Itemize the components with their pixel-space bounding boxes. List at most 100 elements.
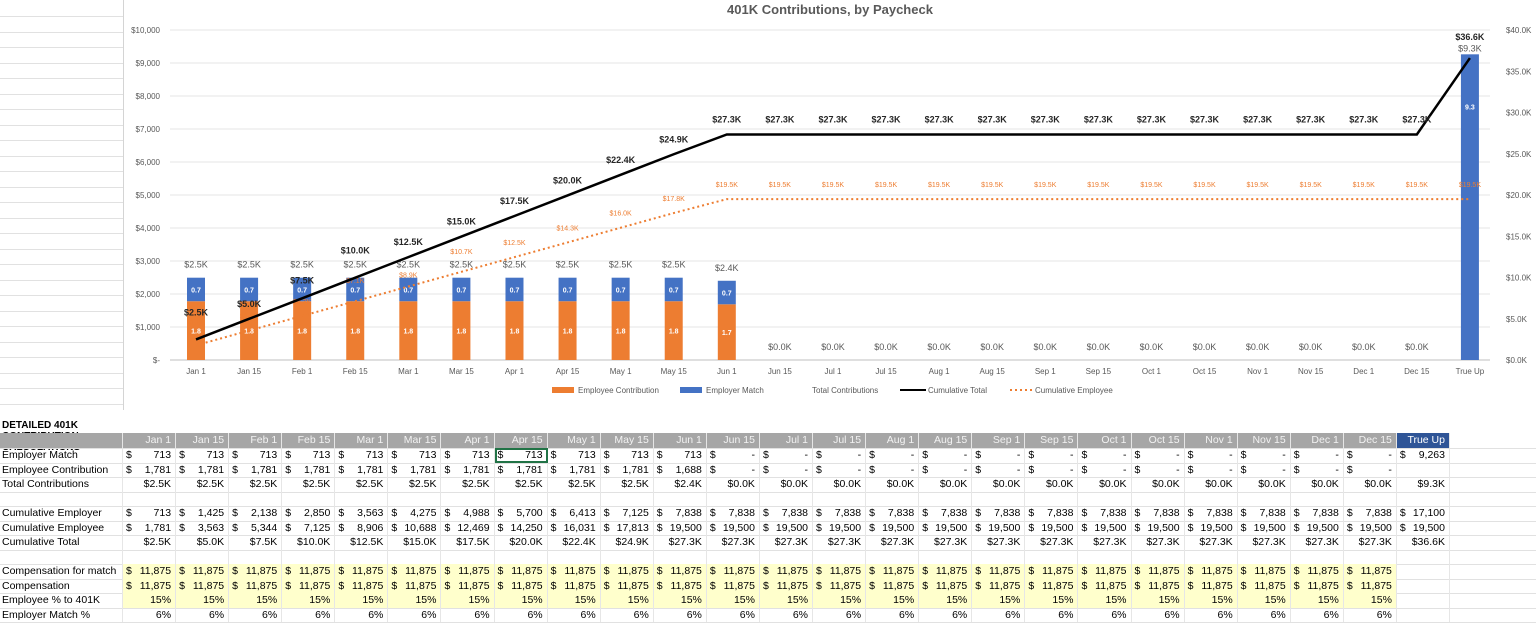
table-cell[interactable] — [123, 549, 177, 564]
table-cell[interactable]: $ - — [707, 448, 760, 463]
table-cell[interactable]: $9,263 — [1397, 448, 1450, 463]
table-cell[interactable] — [176, 549, 230, 564]
column-header[interactable]: Apr 15 — [494, 433, 548, 448]
table-cell[interactable]: $2,138 — [229, 506, 283, 521]
table-cell[interactable]: 6% — [601, 607, 654, 622]
table-cell[interactable]: $0.0K — [1025, 477, 1079, 492]
table-cell[interactable]: $2.5K — [282, 477, 336, 492]
table-cell[interactable]: $2.5K — [176, 477, 230, 492]
table-cell[interactable]: $713 — [282, 448, 336, 463]
column-header[interactable]: Oct 15 — [1131, 433, 1185, 448]
table-cell[interactable]: $17,100 — [1397, 506, 1450, 521]
table-cell[interactable]: 6% — [1132, 607, 1185, 622]
table-cell[interactable]: $11,875 — [600, 578, 654, 593]
table-cell[interactable]: $11,875 — [335, 564, 389, 579]
table-cell[interactable] — [1185, 549, 1238, 564]
table-cell[interactable]: $19,500 — [866, 520, 920, 535]
table-cell[interactable]: $7,838 — [654, 506, 707, 521]
column-header[interactable]: Nov 1 — [1184, 433, 1238, 448]
table-cell[interactable]: $0.0K — [919, 477, 973, 492]
column-header[interactable]: Jul 1 — [759, 433, 814, 448]
table-cell[interactable]: $11,875 — [388, 564, 442, 579]
table-cell[interactable]: $10.0K — [282, 535, 336, 550]
table-cell[interactable]: $0.0K — [813, 477, 867, 492]
table-cell[interactable]: $11,875 — [441, 564, 495, 579]
table-cell[interactable]: 6% — [1238, 607, 1291, 622]
table-cell[interactable]: $11,875 — [229, 564, 283, 579]
table-cell[interactable] — [1291, 491, 1344, 506]
table-cell[interactable]: $713 — [123, 448, 177, 463]
table-cell[interactable]: $10,688 — [388, 520, 442, 535]
table-cell[interactable]: 15% — [335, 593, 389, 608]
table-cell[interactable]: $19,500 — [1397, 520, 1450, 535]
table-cell[interactable]: $ - — [919, 462, 973, 477]
table-cell[interactable]: $ - — [707, 462, 760, 477]
table-cell[interactable] — [282, 549, 336, 564]
table-cell[interactable]: $11,875 — [1184, 578, 1238, 593]
table-cell[interactable] — [1132, 549, 1185, 564]
table-cell[interactable]: $713 — [229, 448, 283, 463]
table-cell[interactable]: 6% — [813, 607, 867, 622]
table-cell[interactable]: $7.5K — [229, 535, 283, 550]
table-cell[interactable]: $11,875 — [1237, 578, 1291, 593]
table-cell[interactable]: $7,838 — [760, 506, 814, 521]
table-cell[interactable] — [1397, 462, 1450, 477]
table-cell[interactable]: $15.0K — [388, 535, 442, 550]
table-cell[interactable]: $3,563 — [335, 506, 389, 521]
table-cell[interactable] — [1291, 549, 1344, 564]
table-cell[interactable] — [548, 491, 601, 506]
table-cell[interactable]: $713 — [548, 448, 601, 463]
table-cell[interactable] — [1078, 549, 1132, 564]
table-cell[interactable] — [601, 549, 654, 564]
table-cell[interactable]: $2.5K — [335, 477, 389, 492]
table-cell[interactable] — [866, 491, 920, 506]
table-cell[interactable]: 15% — [1184, 593, 1238, 608]
table-cell[interactable]: $11,875 — [813, 578, 867, 593]
column-header[interactable]: Jan 1 — [123, 433, 177, 448]
table-cell[interactable]: $ - — [1185, 462, 1238, 477]
table-cell[interactable]: $0.0K — [1344, 477, 1397, 492]
table-cell[interactable]: 6% — [229, 607, 283, 622]
table-cell[interactable]: $713 — [601, 448, 654, 463]
column-header[interactable]: Jun 1 — [653, 433, 707, 448]
table-cell[interactable]: $ - — [1185, 448, 1238, 463]
table-cell[interactable]: $11,875 — [1237, 564, 1291, 579]
table-cell[interactable]: $2.5K — [441, 477, 495, 492]
table-cell[interactable]: $ - — [1238, 462, 1291, 477]
table-cell[interactable]: $ - — [1132, 448, 1185, 463]
table-cell[interactable]: $11,875 — [1184, 564, 1238, 579]
table-cell[interactable]: $5,700 — [495, 506, 548, 521]
table-cell[interactable] — [335, 491, 389, 506]
table-cell[interactable] — [1238, 491, 1291, 506]
table-cell[interactable]: $11,875 — [229, 578, 283, 593]
table-cell[interactable]: 6% — [388, 607, 442, 622]
table-cell[interactable]: $11,875 — [547, 564, 601, 579]
table-cell[interactable]: 6% — [1025, 607, 1079, 622]
table-cell[interactable]: $19,500 — [760, 520, 814, 535]
table-cell[interactable]: $11,875 — [494, 564, 548, 579]
table-cell[interactable] — [335, 549, 389, 564]
table-cell[interactable]: 15% — [759, 593, 814, 608]
table-cell[interactable]: $11,875 — [123, 564, 177, 579]
table-cell[interactable]: $ - — [1291, 462, 1344, 477]
table-cell[interactable]: $ - — [760, 448, 814, 463]
table-cell[interactable]: $ - — [972, 448, 1026, 463]
table-cell[interactable]: $713 — [123, 506, 177, 521]
table-cell[interactable]: $1,781 — [548, 462, 601, 477]
table-cell[interactable]: $11,875 — [1131, 578, 1185, 593]
table-cell[interactable]: $8,906 — [335, 520, 389, 535]
table-cell[interactable]: $6,413 — [548, 506, 601, 521]
table-cell[interactable]: $1,781 — [601, 462, 654, 477]
table-cell[interactable]: $11,875 — [441, 578, 495, 593]
table-cell[interactable]: $1,781 — [282, 462, 336, 477]
table-cell[interactable]: $27.3K — [813, 535, 867, 550]
table-cell[interactable]: 15% — [1131, 593, 1185, 608]
table-cell[interactable] — [1185, 491, 1238, 506]
table-cell[interactable]: $12.5K — [335, 535, 389, 550]
table-cell[interactable]: $ - — [1132, 462, 1185, 477]
table-cell[interactable] — [1397, 491, 1450, 506]
table-cell[interactable]: $ - — [1025, 462, 1079, 477]
table-cell[interactable]: 6% — [495, 607, 548, 622]
column-header[interactable]: Dec 1 — [1290, 433, 1344, 448]
column-header[interactable]: Jul 15 — [813, 433, 867, 448]
